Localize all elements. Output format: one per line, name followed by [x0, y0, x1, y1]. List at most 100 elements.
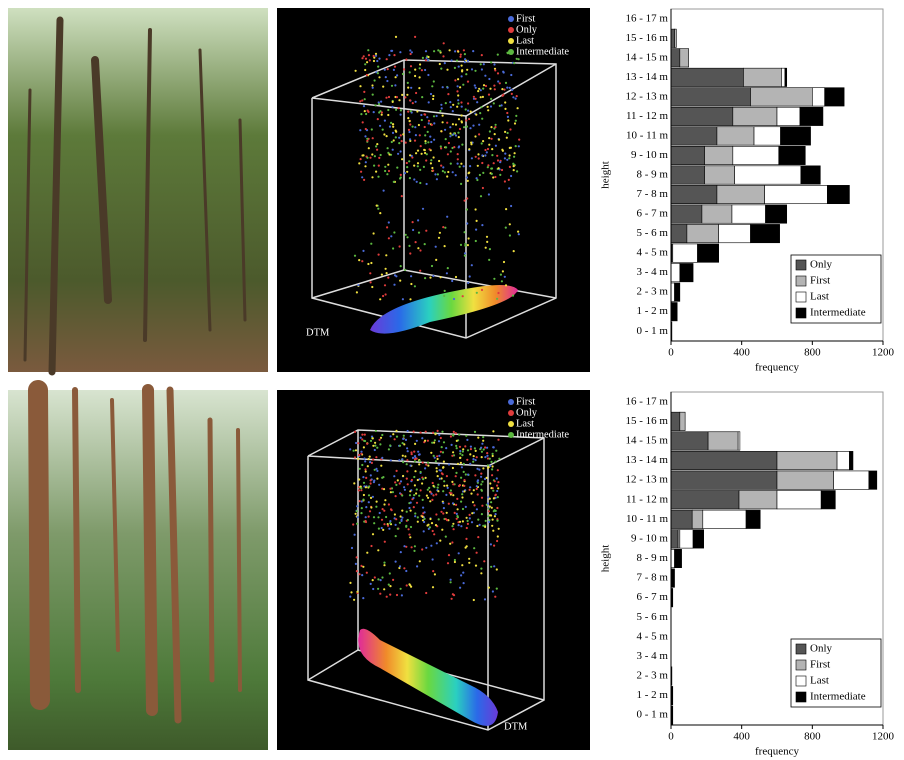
point	[442, 460, 445, 463]
point	[449, 435, 452, 438]
y-tick-label: 7 - 8 m	[637, 188, 669, 200]
point	[379, 212, 382, 215]
point	[394, 136, 397, 139]
point	[409, 464, 412, 467]
point	[410, 453, 413, 456]
point	[374, 104, 377, 107]
point	[375, 467, 378, 470]
point	[428, 526, 431, 529]
point	[478, 123, 481, 126]
point	[456, 153, 459, 156]
point	[421, 437, 424, 440]
point	[395, 108, 398, 111]
y-tick-label: 10 - 11 m	[626, 513, 669, 525]
point	[359, 129, 362, 132]
point	[498, 82, 501, 85]
point	[374, 429, 377, 433]
point	[395, 429, 398, 432]
point	[394, 495, 397, 498]
point	[352, 449, 355, 452]
point	[419, 431, 422, 434]
point	[398, 566, 401, 570]
legend-label: Last	[810, 291, 829, 303]
point	[477, 518, 480, 521]
point	[484, 246, 487, 249]
point	[467, 281, 470, 284]
point	[484, 446, 487, 449]
point	[480, 475, 483, 478]
point	[389, 593, 392, 596]
point	[390, 84, 394, 87]
point	[449, 581, 452, 584]
point	[431, 481, 434, 485]
point	[442, 55, 445, 58]
point	[438, 433, 441, 436]
point	[453, 511, 456, 514]
point	[442, 507, 445, 510]
point	[456, 105, 459, 108]
point	[376, 72, 379, 75]
point	[424, 50, 428, 53]
point	[475, 487, 478, 491]
legend-swatch	[508, 16, 514, 22]
point	[373, 522, 376, 525]
point	[506, 131, 509, 135]
point	[406, 447, 409, 450]
point	[513, 122, 517, 125]
point	[517, 145, 520, 148]
legend-label: First	[516, 13, 535, 24]
point	[438, 159, 441, 163]
point	[451, 123, 454, 126]
point	[508, 157, 511, 160]
point	[440, 164, 443, 167]
point	[385, 595, 388, 598]
point	[373, 164, 376, 167]
bar	[737, 431, 741, 451]
bar	[776, 470, 834, 490]
point	[371, 86, 374, 89]
point	[435, 258, 438, 261]
point	[394, 35, 398, 39]
legend-swatch	[508, 27, 514, 33]
point	[446, 175, 449, 178]
point	[475, 228, 478, 231]
point	[460, 64, 463, 67]
point	[517, 233, 520, 236]
legend-label: Only	[516, 407, 538, 418]
point	[445, 511, 448, 514]
point	[480, 496, 484, 499]
point	[464, 58, 467, 61]
point	[463, 126, 466, 129]
bar	[738, 490, 778, 510]
point	[488, 130, 491, 133]
point	[394, 76, 397, 79]
bar	[750, 87, 813, 107]
point	[406, 470, 409, 473]
x-axis-label: frequency	[755, 746, 799, 758]
point	[449, 132, 452, 135]
point	[397, 107, 400, 110]
legend-swatch	[508, 38, 514, 44]
bar	[672, 243, 698, 263]
point	[492, 497, 495, 500]
point	[492, 430, 495, 433]
point	[408, 177, 411, 180]
point	[363, 178, 366, 181]
point	[400, 518, 403, 522]
point	[480, 446, 483, 449]
point	[487, 515, 490, 518]
point	[377, 578, 380, 581]
point	[411, 456, 415, 459]
point	[433, 122, 436, 125]
point	[435, 467, 438, 470]
point	[489, 105, 493, 108]
point	[364, 135, 367, 138]
point	[388, 153, 391, 156]
y-tick-label: 3 - 4 m	[637, 266, 669, 278]
point	[492, 446, 495, 449]
legend-label: First	[810, 275, 830, 287]
point	[423, 113, 426, 116]
point	[482, 439, 485, 442]
point	[460, 121, 463, 124]
point	[416, 162, 420, 165]
